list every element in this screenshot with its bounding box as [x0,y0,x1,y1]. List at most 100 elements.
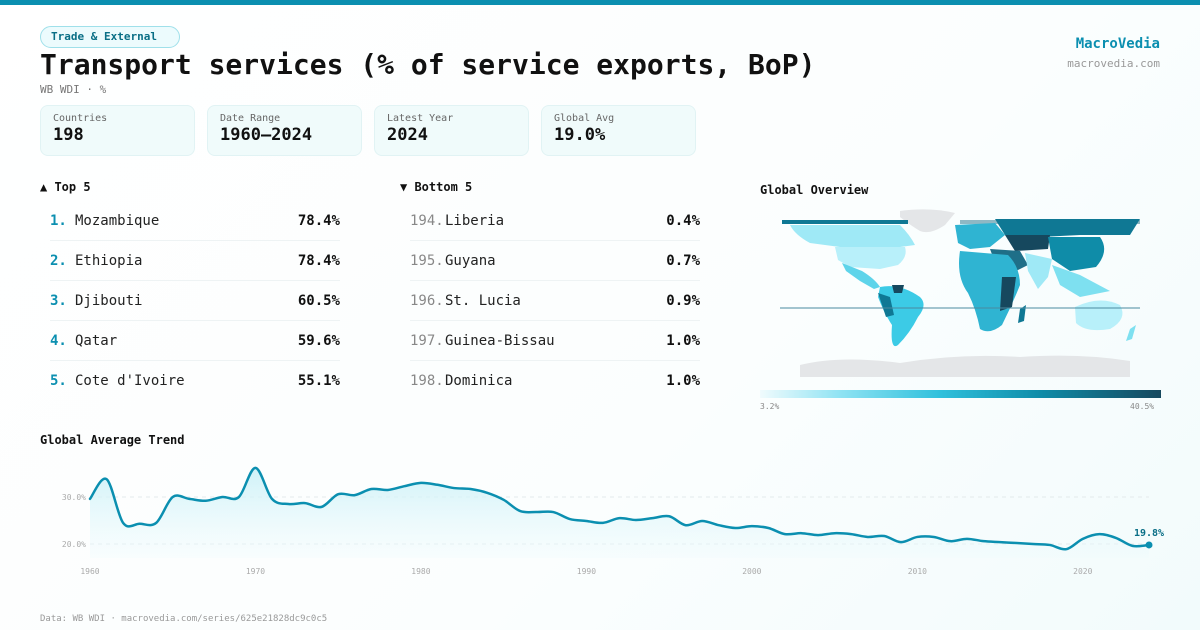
brand-name[interactable]: MacroVedia [1075,36,1160,52]
data-point[interactable] [866,535,870,539]
data-point[interactable] [187,497,191,501]
data-point[interactable] [634,518,638,522]
data-point[interactable] [220,495,224,499]
data-point[interactable] [452,486,456,490]
stat-card-latest-year: Latest Year 2024 [374,105,529,156]
data-point[interactable] [402,484,406,488]
region-china [1048,237,1105,271]
rank: 195. [410,252,444,269]
data-point[interactable] [1081,537,1085,541]
data-point[interactable] [386,488,390,492]
data-point[interactable] [601,521,605,525]
data-point[interactable] [932,535,936,539]
data-point[interactable] [800,531,804,535]
list-item[interactable]: 2. Ethiopia 78.4% [50,241,340,281]
data-point[interactable] [899,540,903,544]
data-point[interactable] [766,526,770,530]
data-point[interactable] [849,532,853,536]
data-point[interactable] [518,509,522,513]
data-point[interactable] [1064,547,1068,551]
region-central-asia [1005,235,1050,251]
data-point[interactable] [667,514,671,518]
stat-label: Latest Year [387,113,454,124]
data-point[interactable] [915,535,919,539]
data-point[interactable] [237,495,241,499]
data-point[interactable] [700,519,704,523]
data-point[interactable] [1031,542,1035,546]
data-point[interactable] [750,524,754,528]
page-title: Transport services (% of service exports… [40,48,816,81]
data-point[interactable] [485,491,489,495]
country-name: Cote d'Ivoire [75,373,185,389]
country-name: Liberia [445,212,505,229]
chart-title: Global Average Trend [40,433,185,447]
data-point[interactable] [783,532,787,536]
data-point[interactable] [833,531,837,535]
trend-chart: 20.0%30.0% 1960 1970 1980 1990 2000 2010 2020 … [62,466,1164,576]
region-africa [959,251,1020,332]
world-map[interactable] [780,205,1140,380]
data-point[interactable] [1015,541,1019,545]
data-point[interactable] [965,537,969,541]
list-item[interactable]: 197. Guinea-Bissau 1.0% [410,321,700,361]
data-point[interactable] [369,487,373,491]
data-point[interactable] [138,522,142,526]
category-tag[interactable]: Trade & External [40,26,180,48]
data-point[interactable] [816,533,820,537]
data-point[interactable] [948,539,952,543]
data-point[interactable] [535,510,539,514]
data-point[interactable] [1130,544,1134,548]
data-point[interactable] [1048,543,1052,547]
data-point[interactable] [435,483,439,487]
data-point[interactable] [998,540,1002,544]
data-point[interactable] [717,523,721,527]
list-item[interactable]: 198. Dominica 1.0% [410,361,700,401]
data-point[interactable] [287,502,291,506]
region-antarctica [800,355,1130,377]
list-item[interactable]: 1. Mozambique 78.4% [50,201,340,241]
rank: 4. [50,332,67,349]
list-item[interactable]: 196. St. Lucia 0.9% [410,281,700,321]
list-item[interactable]: 195. Guyana 0.7% [410,241,700,281]
data-point[interactable] [336,492,340,496]
data-point[interactable] [419,481,423,485]
data-point[interactable] [353,493,357,497]
data-point[interactable] [204,499,208,503]
data-point[interactable] [270,497,274,501]
data-point[interactable] [982,539,986,543]
data-point[interactable] [568,517,572,521]
country-value: 59.6% [297,332,340,349]
list-item[interactable]: 194. Liberia 0.4% [410,201,700,241]
list-item[interactable]: 4. Qatar 59.6% [50,321,340,361]
data-point[interactable] [154,521,158,525]
brand-url[interactable]: macrovedia.com [1067,57,1160,70]
data-point[interactable] [1114,536,1118,540]
data-point[interactable] [618,516,622,520]
data-point[interactable] [253,466,257,470]
region-europe [955,223,1005,249]
rank: 5. [50,373,67,389]
data-point[interactable] [733,526,737,530]
data-point[interactable] [502,498,506,502]
region-south-america [878,286,924,347]
data-point[interactable] [651,516,655,520]
stat-label: Countries [53,113,108,124]
list-item[interactable]: 3. Djibouti 60.5% [50,281,340,321]
data-point[interactable] [1097,532,1101,536]
region-russia [995,219,1140,237]
data-point[interactable] [121,521,125,525]
list-item[interactable]: 5. Cote d'Ivoire 55.1% [50,361,340,401]
data-point[interactable] [88,497,92,501]
country-name: Qatar [75,332,118,349]
data-point[interactable] [882,534,886,538]
data-point[interactable] [469,487,473,491]
data-point[interactable] [171,495,175,499]
region-east-africa [1000,277,1016,311]
data-point[interactable] [320,505,324,509]
latest-point[interactable] [1145,541,1153,549]
data-point[interactable] [584,519,588,523]
data-point[interactable] [303,501,307,505]
data-point[interactable] [551,510,555,514]
data-point[interactable] [684,523,688,527]
data-point[interactable] [105,477,109,481]
